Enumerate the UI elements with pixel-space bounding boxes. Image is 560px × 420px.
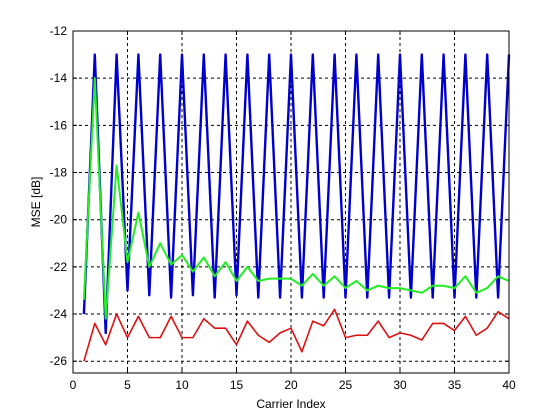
y-tick-label: -20	[50, 213, 68, 227]
y-tick-label: -14	[50, 71, 68, 85]
series-line-2	[82, 77, 510, 320]
y-tick-label: -24	[50, 307, 68, 321]
x-tick-label: 0	[70, 378, 77, 392]
x-tick-label: 30	[393, 378, 407, 392]
x-tick-label: 15	[230, 378, 244, 392]
axis-ticks	[72, 30, 510, 373]
x-tick-label: 20	[284, 378, 298, 392]
y-tick-label: -12	[50, 24, 68, 38]
x-axis-label: Carrier Index	[256, 397, 325, 411]
x-tick-labels: 0 5 10 15 20 25 30 35 40	[70, 378, 516, 392]
y-tick-labels: -26 -24 -22 -20 -18 -16 -14 -12	[50, 24, 68, 368]
x-tick-label: 35	[448, 378, 462, 392]
x-tick-label: 25	[339, 378, 353, 392]
series-line-1	[82, 53, 511, 335]
x-tick-label: 5	[124, 378, 131, 392]
series-group	[82, 53, 511, 362]
series-line-3	[83, 308, 510, 362]
y-tick-label: -18	[50, 166, 68, 180]
x-tick-label: 40	[502, 378, 516, 392]
y-tick-label: -22	[50, 260, 68, 274]
y-tick-label: -26	[50, 354, 68, 368]
x-tick-label: 10	[175, 378, 189, 392]
y-tick-label: -16	[50, 118, 68, 132]
y-axis-label: MSE [dB]	[29, 177, 43, 228]
